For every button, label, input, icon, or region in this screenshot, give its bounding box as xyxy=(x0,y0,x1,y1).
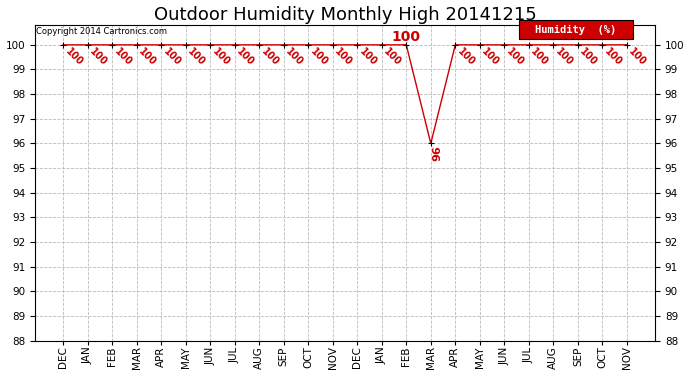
Text: 100: 100 xyxy=(392,30,421,44)
Text: 100: 100 xyxy=(210,46,232,68)
Text: 100: 100 xyxy=(308,46,330,68)
Text: 100: 100 xyxy=(455,46,477,68)
Text: 100: 100 xyxy=(553,46,575,68)
Text: 96: 96 xyxy=(432,146,442,161)
Text: Copyright 2014 Cartronics.com: Copyright 2014 Cartronics.com xyxy=(36,27,167,36)
Text: 100: 100 xyxy=(112,46,133,68)
Text: 100: 100 xyxy=(186,46,207,68)
Text: 100: 100 xyxy=(235,46,256,68)
Text: 100: 100 xyxy=(259,46,281,68)
Text: Humidity  (%): Humidity (%) xyxy=(535,25,617,35)
Text: 100: 100 xyxy=(578,46,600,68)
Text: 100: 100 xyxy=(284,46,305,68)
Text: 100: 100 xyxy=(137,46,158,68)
Text: 100: 100 xyxy=(333,46,354,68)
Title: Outdoor Humidity Monthly High 20141215: Outdoor Humidity Monthly High 20141215 xyxy=(154,6,536,24)
Text: 100: 100 xyxy=(88,46,109,68)
Text: 100: 100 xyxy=(357,46,379,68)
Text: 100: 100 xyxy=(480,46,501,68)
Text: 100: 100 xyxy=(504,46,526,68)
Text: 100: 100 xyxy=(382,46,403,68)
Text: 100: 100 xyxy=(602,46,624,68)
Text: 100: 100 xyxy=(63,46,84,68)
Text: 100: 100 xyxy=(529,46,550,68)
FancyBboxPatch shape xyxy=(519,20,633,39)
Text: 100: 100 xyxy=(161,46,183,68)
Text: 100: 100 xyxy=(627,46,649,68)
